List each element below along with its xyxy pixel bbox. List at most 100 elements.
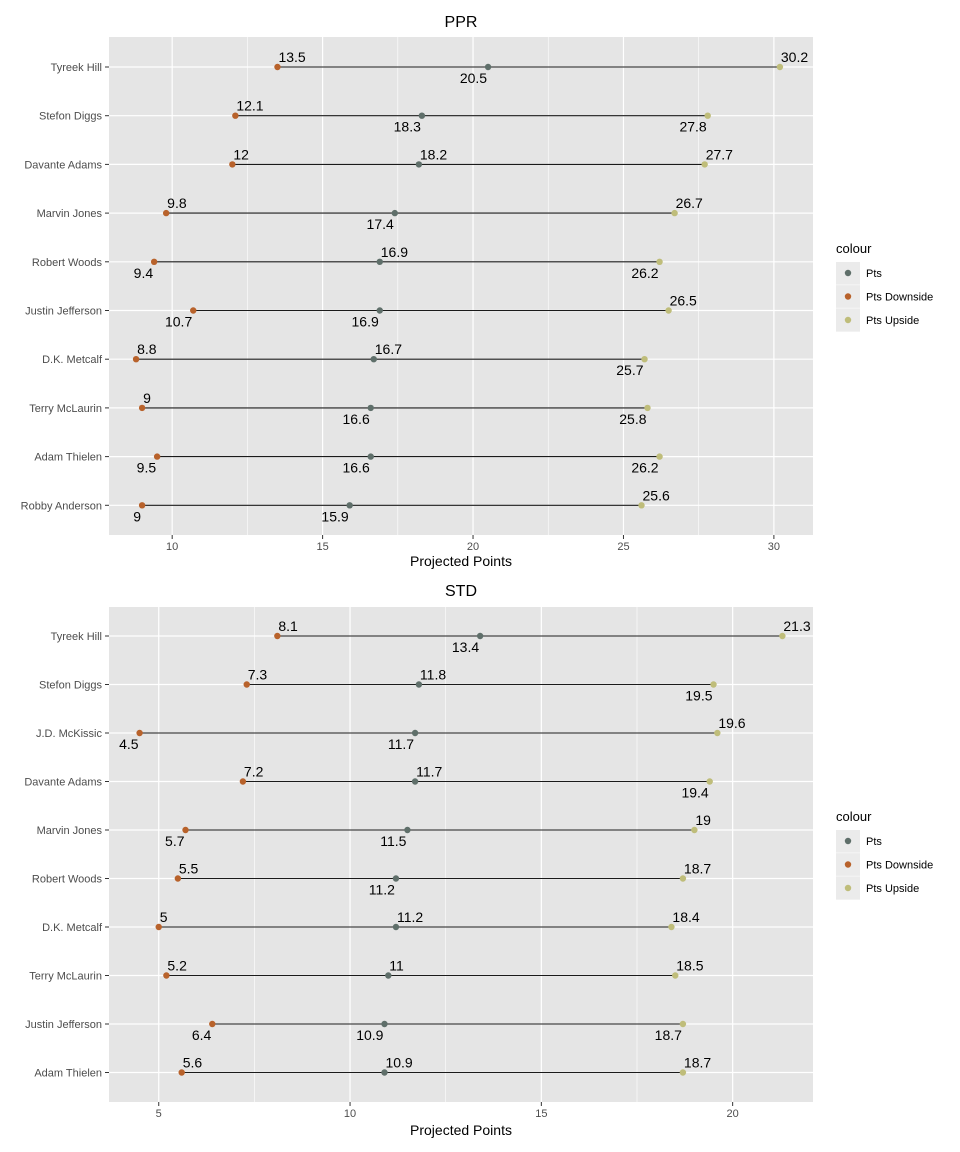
data-label: 18.5 bbox=[676, 958, 703, 974]
data-label: 11 bbox=[389, 958, 404, 974]
point-pts-downside bbox=[239, 778, 247, 785]
data-label: 26.7 bbox=[676, 195, 703, 211]
data-label: 26.2 bbox=[631, 265, 658, 281]
category-label: Justin Jefferson bbox=[25, 306, 102, 318]
point-pts-downside bbox=[163, 972, 170, 979]
data-label: 16.6 bbox=[342, 411, 369, 427]
data-label: 18.4 bbox=[672, 909, 699, 925]
x-tick-label: 20 bbox=[467, 541, 479, 553]
data-label: 25.8 bbox=[619, 411, 646, 427]
category-label: Marvin Jones bbox=[37, 825, 103, 837]
category-label: Justin Jefferson bbox=[25, 1019, 102, 1031]
point-pts bbox=[367, 453, 374, 460]
data-label: 9.8 bbox=[167, 195, 187, 211]
category-label: Tyreek Hill bbox=[51, 631, 102, 643]
data-label: 5.7 bbox=[165, 833, 185, 849]
data-label: 10.7 bbox=[165, 314, 192, 330]
legend-label: Pts Downside bbox=[866, 860, 933, 872]
point-pts-downside bbox=[229, 161, 236, 168]
data-label: 16.9 bbox=[352, 314, 379, 330]
point-pts bbox=[415, 681, 423, 688]
legend-label: Pts Downside bbox=[866, 292, 933, 304]
point-pts-downside bbox=[155, 923, 162, 931]
point-pts-upside bbox=[656, 453, 663, 460]
point-pts-downside bbox=[138, 404, 146, 412]
point-pts-upside bbox=[679, 1069, 687, 1076]
data-label: 20.5 bbox=[460, 70, 487, 86]
data-label: 25.6 bbox=[643, 487, 670, 503]
data-label: 11.5 bbox=[380, 833, 406, 849]
legend: colour Pts Pts Downside Pts Upside bbox=[836, 809, 933, 900]
point-pts-downside bbox=[162, 209, 170, 217]
point-pts-downside bbox=[274, 63, 281, 71]
point-pts-downside bbox=[136, 729, 143, 737]
point-pts bbox=[411, 729, 419, 737]
legend-title: colour bbox=[836, 809, 872, 824]
data-label: 17.4 bbox=[367, 216, 394, 232]
point-pts-upside bbox=[704, 112, 711, 119]
point-pts-upside bbox=[668, 923, 675, 931]
point-pts bbox=[484, 63, 492, 71]
point-pts-upside bbox=[701, 161, 708, 168]
point-pts bbox=[418, 112, 426, 119]
x-tick-label: 15 bbox=[316, 541, 328, 553]
point-pts-downside bbox=[150, 258, 158, 265]
point-pts bbox=[415, 161, 423, 168]
category-label: Robert Woods bbox=[32, 257, 103, 269]
chart-panel-std: 5 10 15 20 Tyreek Hill Stefon Diggs J.D. McKis… bbox=[24, 583, 933, 1138]
category-label: Robby Anderson bbox=[21, 500, 102, 512]
data-label: 8.8 bbox=[137, 341, 157, 357]
data-label: 9 bbox=[133, 508, 141, 524]
data-label: 11.7 bbox=[388, 736, 414, 752]
point-pts bbox=[404, 826, 411, 834]
point-pts-downside bbox=[182, 826, 189, 834]
data-label: 6.4 bbox=[192, 1027, 212, 1043]
data-label: 16.7 bbox=[375, 341, 402, 357]
data-label: 18.7 bbox=[684, 861, 711, 877]
data-label: 27.7 bbox=[706, 146, 733, 162]
point-pts-downside bbox=[153, 453, 161, 460]
data-label: 9.5 bbox=[137, 460, 157, 476]
legend-swatch bbox=[844, 269, 852, 277]
category-label: D.K. Metcalf bbox=[42, 922, 103, 934]
point-pts bbox=[370, 356, 377, 363]
point-pts bbox=[392, 875, 400, 882]
legend-swatch bbox=[844, 884, 852, 892]
data-label: 19.6 bbox=[718, 715, 745, 731]
legend-label: Pts bbox=[866, 268, 882, 280]
category-label: Adam Thielen bbox=[34, 452, 102, 464]
category-label: Terry McLaurin bbox=[29, 971, 102, 983]
legend-label: Pts Upside bbox=[866, 883, 919, 895]
point-pts bbox=[376, 307, 383, 314]
point-pts-upside bbox=[665, 307, 672, 314]
data-label: 5.6 bbox=[183, 1055, 203, 1071]
point-pts-upside bbox=[672, 972, 679, 979]
data-label: 27.8 bbox=[679, 119, 706, 135]
x-axis-title: Projected Points bbox=[410, 553, 512, 569]
data-label: 10.9 bbox=[385, 1055, 412, 1071]
point-pts-downside bbox=[190, 307, 197, 314]
x-tick-label: 10 bbox=[166, 541, 178, 553]
x-tick-label: 10 bbox=[344, 1108, 356, 1120]
data-label: 11.7 bbox=[416, 764, 442, 780]
point-pts-downside bbox=[138, 502, 146, 509]
data-label: 19.4 bbox=[681, 785, 708, 801]
data-label: 26.5 bbox=[670, 293, 697, 309]
point-pts bbox=[385, 972, 392, 979]
point-pts bbox=[411, 778, 419, 785]
data-label: 15.9 bbox=[321, 508, 348, 524]
chart-title: PPR bbox=[445, 14, 478, 31]
point-pts-upside bbox=[779, 632, 786, 640]
category-label: D.K. Metcalf bbox=[42, 354, 103, 366]
point-pts-upside bbox=[776, 63, 784, 71]
point-pts bbox=[381, 1069, 388, 1076]
data-label: 18.3 bbox=[394, 119, 421, 135]
data-label: 8.1 bbox=[278, 618, 298, 634]
category-label: Marvin Jones bbox=[37, 208, 103, 220]
legend: colour Pts Pts Downside Pts Upside bbox=[836, 241, 933, 332]
data-label: 21.3 bbox=[783, 618, 810, 634]
data-label: 18.2 bbox=[420, 146, 447, 162]
data-label: 7.3 bbox=[248, 667, 268, 683]
x-tick-label: 25 bbox=[617, 541, 629, 553]
